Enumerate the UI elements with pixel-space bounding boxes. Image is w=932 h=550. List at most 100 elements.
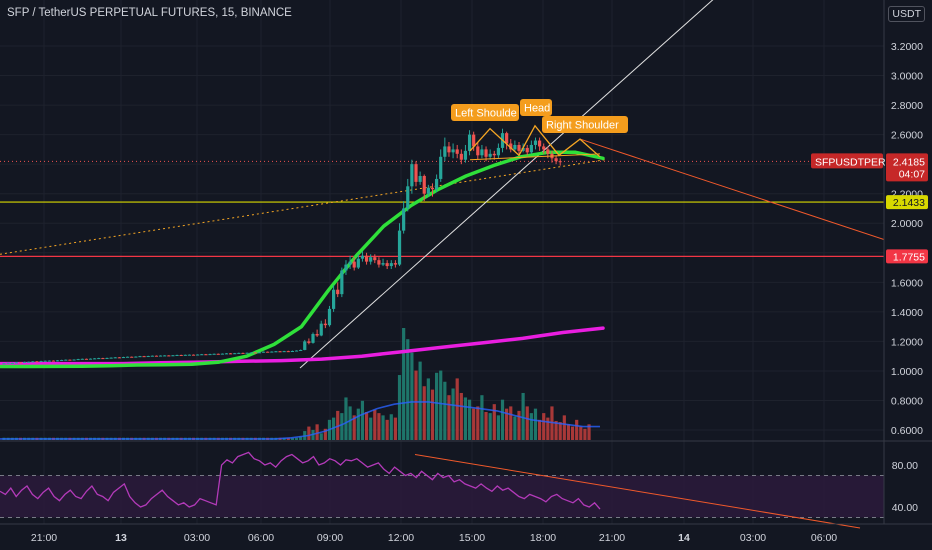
volume-bar bbox=[467, 399, 472, 440]
left-shoulder-label-bg bbox=[451, 104, 519, 121]
candle-body bbox=[529, 144, 533, 153]
candle-body bbox=[216, 353, 220, 355]
descending-trendline bbox=[579, 138, 884, 240]
candle-body bbox=[55, 360, 60, 362]
volume-bar bbox=[389, 414, 393, 440]
ascending-trendline bbox=[299, 0, 714, 369]
price-tick-label: 2.6000 bbox=[891, 130, 923, 142]
volume-bar bbox=[435, 372, 439, 440]
candle-body bbox=[480, 149, 484, 156]
candle-body bbox=[68, 359, 72, 361]
level-label-bg bbox=[886, 195, 928, 210]
candle-body bbox=[443, 146, 447, 157]
candle-body bbox=[414, 164, 418, 182]
candle-body bbox=[134, 356, 138, 358]
price-tag-bg bbox=[886, 153, 928, 182]
candle-body bbox=[397, 230, 402, 265]
candle-body bbox=[261, 351, 266, 353]
rsi-pane[interactable]: 80.00 40.00 bbox=[0, 451, 918, 529]
volume-bar bbox=[422, 386, 426, 440]
volume-bar bbox=[344, 397, 348, 440]
candle-body bbox=[191, 354, 196, 356]
volume-bar bbox=[472, 408, 476, 440]
volume-bar bbox=[418, 361, 422, 440]
volume-bar bbox=[447, 395, 451, 440]
candle-body bbox=[158, 355, 163, 357]
candle-body bbox=[307, 341, 311, 343]
currency-button[interactable]: USDT bbox=[888, 6, 925, 22]
volume-bar bbox=[430, 389, 435, 440]
volume-bar bbox=[377, 413, 381, 440]
time-tick-label: 06:00 bbox=[248, 532, 274, 544]
candle-body bbox=[299, 349, 303, 351]
candle-body bbox=[356, 258, 360, 268]
candle-body bbox=[270, 351, 274, 353]
candle-body bbox=[373, 257, 377, 261]
price-tick-label: 0.8000 bbox=[891, 395, 923, 407]
volume-bar bbox=[583, 428, 587, 440]
candle-body bbox=[175, 354, 179, 356]
candle-body bbox=[101, 358, 105, 360]
symbol-tag-text: SFPUSDTPERP bbox=[815, 156, 893, 168]
price-tick-label: 3.2000 bbox=[891, 41, 923, 53]
volume-bar bbox=[443, 381, 447, 440]
volume-bar bbox=[546, 417, 550, 440]
volume-bar bbox=[369, 417, 373, 440]
candle-body bbox=[315, 334, 319, 336]
candle-body bbox=[51, 360, 56, 362]
volume-bar bbox=[558, 422, 562, 440]
right-shoulder-label[interactable]: Right Shoulder bbox=[542, 116, 628, 133]
candle-body bbox=[204, 354, 208, 356]
candle-body bbox=[381, 263, 385, 265]
volume-bar bbox=[505, 408, 509, 440]
volume-bar bbox=[336, 410, 340, 440]
rsi-band-fill bbox=[0, 475, 884, 518]
candle-body bbox=[274, 351, 278, 353]
candle-body bbox=[150, 355, 154, 357]
pattern-annotations[interactable]: Left Shoulde Head Right Shoulder bbox=[451, 99, 628, 161]
price-tick-label: 1.4000 bbox=[891, 307, 923, 319]
candle-body bbox=[290, 351, 294, 353]
candle-body bbox=[84, 358, 88, 360]
volume-bar bbox=[566, 424, 571, 440]
symbol-title: SFP / TetherUS PERPETUAL FUTURES, 15, BI… bbox=[7, 7, 292, 19]
volume-bar bbox=[290, 437, 294, 440]
candle-body bbox=[27, 361, 31, 363]
left-shoulder-label[interactable]: Left Shoulde bbox=[451, 104, 519, 121]
candle-body bbox=[418, 175, 422, 182]
time-tick-label: 21:00 bbox=[599, 532, 625, 544]
volume-bar bbox=[459, 392, 463, 440]
rsi-tick-label: 40.00 bbox=[892, 502, 918, 514]
candle-body bbox=[278, 351, 282, 353]
head-label[interactable]: Head bbox=[520, 99, 552, 116]
candle-body bbox=[23, 361, 27, 363]
volume-bar bbox=[538, 419, 542, 440]
candlesticks[interactable] bbox=[2, 128, 562, 365]
price-tag-text: 2.4185 bbox=[893, 156, 925, 168]
moving-average-line bbox=[0, 326, 605, 366]
candle-body bbox=[196, 354, 200, 356]
candle-body bbox=[163, 355, 167, 357]
candle-body bbox=[229, 353, 233, 355]
candle-body bbox=[426, 187, 430, 194]
candle-body bbox=[220, 353, 224, 355]
volume-bar bbox=[406, 339, 410, 440]
candle-body bbox=[142, 356, 146, 358]
candle-body bbox=[179, 354, 183, 356]
candle-body bbox=[513, 144, 517, 150]
time-tick-label: 21:00 bbox=[31, 532, 57, 544]
volume-bar bbox=[455, 378, 459, 440]
volume-bar bbox=[480, 395, 484, 440]
right-shoulder-label-bg bbox=[542, 116, 628, 133]
candle-body bbox=[336, 289, 340, 295]
candle-body bbox=[435, 178, 439, 190]
candle-body bbox=[393, 263, 397, 265]
volume-bar bbox=[533, 408, 538, 440]
candle-body bbox=[332, 289, 336, 309]
candle-body bbox=[352, 261, 356, 268]
volume-bar bbox=[294, 437, 299, 440]
price-tick-label: 2.8000 bbox=[891, 100, 923, 112]
candle-body bbox=[385, 263, 389, 267]
